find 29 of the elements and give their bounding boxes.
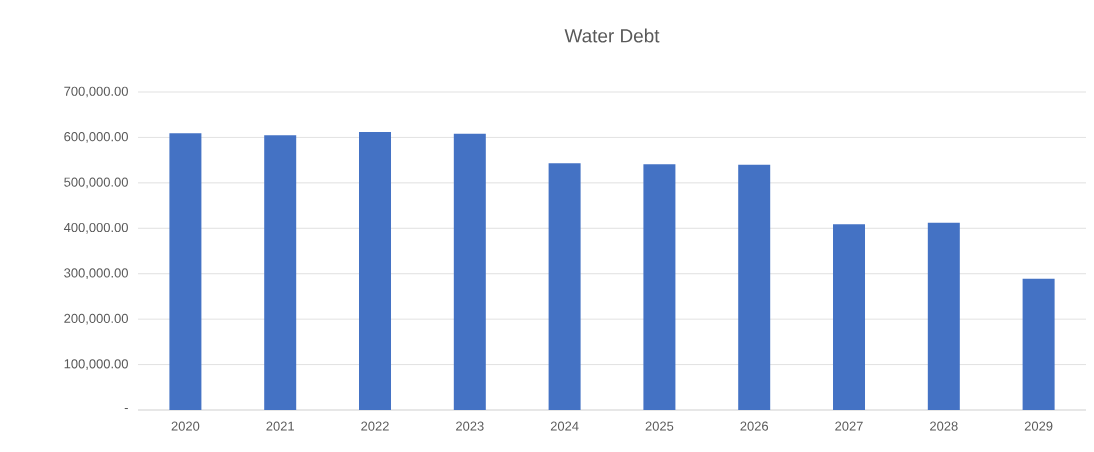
y-tick-label: 500,000.00 — [64, 177, 128, 189]
y-tick-label: 700,000.00 — [64, 86, 128, 98]
x-tick-label: 2029 — [1024, 421, 1053, 431]
x-tick-label: 2026 — [740, 421, 769, 431]
bar — [264, 135, 297, 410]
y-tick-label: 400,000.00 — [63, 222, 128, 234]
bar — [169, 133, 202, 410]
x-tick-label: 2022 — [361, 421, 389, 431]
y-tick-label: 600,000.00 — [64, 132, 128, 143]
x-tick-label: 2024 — [550, 421, 579, 431]
y-tick-label: 300,000.00 — [64, 268, 128, 280]
y-tick-label: 100,000.00 — [64, 359, 128, 370]
bar — [738, 164, 771, 410]
bar — [453, 133, 486, 410]
bar — [359, 131, 391, 410]
bar — [927, 222, 960, 410]
bar — [548, 163, 581, 410]
x-tick-label: 2025 — [645, 421, 674, 431]
y-tick-label: - — [124, 408, 128, 410]
y-tick-label: 200,000.00 — [64, 313, 128, 325]
bar — [833, 224, 866, 410]
x-tick-label: 2028 — [930, 421, 958, 431]
chart-title: Water Debt — [564, 28, 660, 43]
x-tick-label: 2020 — [171, 421, 200, 431]
bar — [643, 164, 676, 410]
x-tick-label: 2027 — [835, 421, 863, 431]
x-tick-label: 2021 — [266, 421, 294, 431]
x-tick-label: 2023 — [456, 421, 484, 431]
bar — [1022, 278, 1055, 410]
